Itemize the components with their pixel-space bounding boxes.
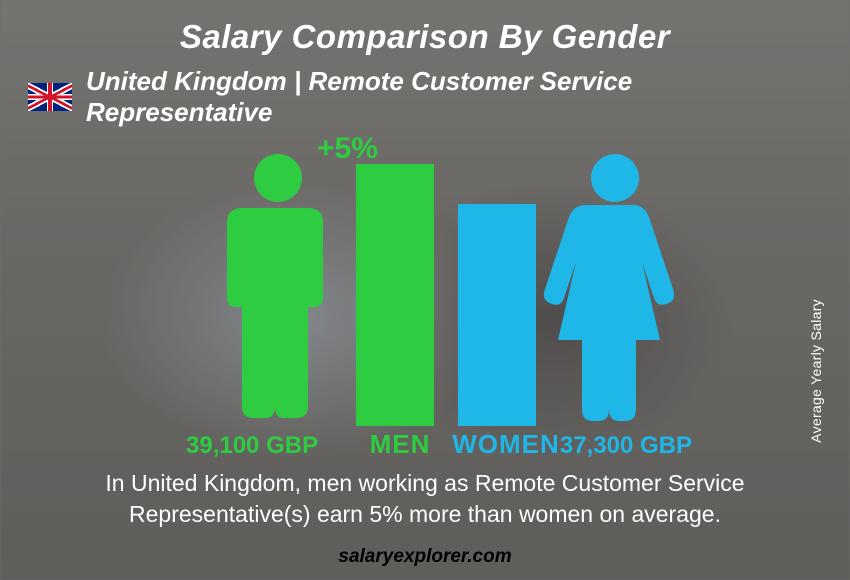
caption-text: In United Kingdom, men working as Remote…: [28, 468, 822, 530]
salary-women: 37,300 GBP: [560, 432, 692, 460]
infographic-content: Salary Comparison By Gender United Kingd…: [0, 0, 850, 580]
salary-men: 39,100 GBP: [186, 432, 318, 460]
y-axis-label: Average Yearly Salary: [808, 299, 824, 443]
page-title: Salary Comparison By Gender: [28, 18, 822, 56]
female-svg: [540, 151, 690, 421]
subtitle-row: United Kingdom | Remote Customer Service…: [28, 66, 822, 128]
bar-label-women: WOMEN: [446, 429, 566, 460]
chart-area: +5% MEN WOMEN: [28, 134, 822, 464]
subtitle-country: United Kingdom: [86, 66, 287, 96]
subtitle-sep: |: [287, 66, 309, 96]
male-svg: [203, 151, 353, 421]
bar-men: [356, 164, 434, 426]
subtitle-text: United Kingdom | Remote Customer Service…: [86, 66, 822, 128]
male-icon: [203, 151, 353, 426]
bar-women: [458, 204, 536, 426]
female-icon: [540, 151, 690, 426]
footer-source: salaryexplorer.com: [0, 546, 850, 568]
uk-flag-icon: [28, 83, 72, 111]
bar-label-men: MEN: [356, 429, 444, 460]
